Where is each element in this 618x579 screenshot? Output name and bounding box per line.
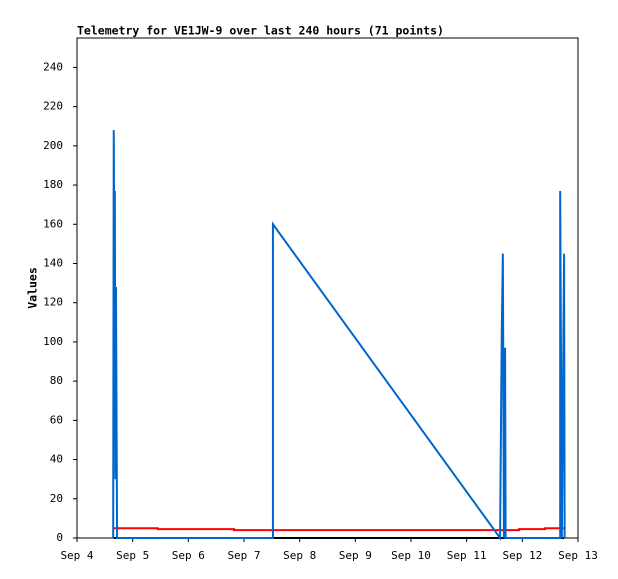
x-tick-label: Sep 7 (227, 549, 260, 562)
y-tick-label: 120 (43, 296, 63, 309)
x-tick-label: Sep 11 (447, 549, 487, 562)
chart-title: Telemetry for VE1JW-9 over last 240 hour… (77, 24, 444, 38)
y-axis-label: Values (26, 267, 40, 309)
x-tick-label: Sep 6 (172, 549, 205, 562)
y-tick-label: 0 (56, 531, 63, 544)
x-tick-label: Sep 13 (558, 549, 598, 562)
y-tick-label: 140 (43, 256, 63, 269)
y-tick-label: 60 (50, 413, 63, 426)
series-line (113, 527, 565, 532)
y-tick-label: 240 (43, 60, 63, 73)
y-tick-label: 160 (43, 217, 63, 230)
x-tick-label: Sep 10 (391, 549, 431, 562)
y-tick-label: 80 (50, 374, 63, 387)
x-tick-label: Sep 9 (339, 549, 372, 562)
y-tick-label: 40 (50, 453, 63, 466)
x-tick-label: Sep 4 (60, 549, 93, 562)
y-tick-label: 220 (43, 100, 63, 113)
y-tick-label: 100 (43, 335, 63, 348)
y-tick-label: 180 (43, 178, 63, 191)
x-tick-label: Sep 8 (283, 549, 316, 562)
x-tick-label: Sep 5 (116, 549, 149, 562)
series-line (112, 130, 566, 542)
y-tick-label: 200 (43, 139, 63, 152)
y-tick-label: 20 (50, 492, 63, 505)
x-tick-label: Sep 12 (502, 549, 542, 562)
